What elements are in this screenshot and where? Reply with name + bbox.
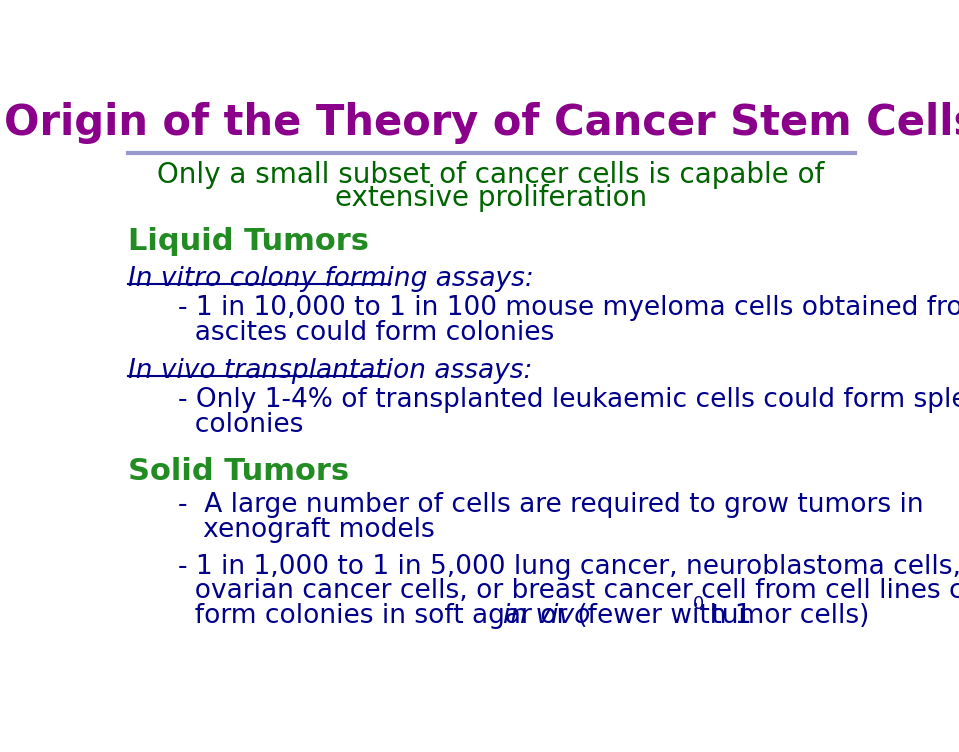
Text: ascites could form colonies: ascites could form colonies xyxy=(178,320,554,346)
Text: Only a small subset of cancer cells is capable of: Only a small subset of cancer cells is c… xyxy=(157,161,825,189)
Text: -  A large number of cells are required to grow tumors in: - A large number of cells are required t… xyxy=(178,492,924,518)
Text: Solid Tumors: Solid Tumors xyxy=(128,456,349,486)
Text: - Only 1-4% of transplanted leukaemic cells could form spleen: - Only 1-4% of transplanted leukaemic ce… xyxy=(178,387,959,414)
Text: - 1 in 1,000 to 1 in 5,000 lung cancer, neuroblastoma cells,: - 1 in 1,000 to 1 in 5,000 lung cancer, … xyxy=(178,553,959,580)
Text: tumor cells): tumor cells) xyxy=(703,603,869,629)
Text: ovarian cancer cells, or breast cancer cell from cell lines can: ovarian cancer cells, or breast cancer c… xyxy=(178,578,959,605)
Text: extensive proliferation: extensive proliferation xyxy=(335,184,647,212)
Text: xenograft models: xenograft models xyxy=(178,517,434,543)
Text: - 1 in 10,000 to 1 in 100 mouse myeloma cells obtained from: - 1 in 10,000 to 1 in 100 mouse myeloma … xyxy=(178,295,959,321)
Text: (fewer with 1: (fewer with 1 xyxy=(570,603,752,629)
Text: in vivo: in vivo xyxy=(503,603,590,629)
Text: 0: 0 xyxy=(693,596,705,614)
Text: Origin of the Theory of Cancer Stem Cells: Origin of the Theory of Cancer Stem Cell… xyxy=(4,102,959,144)
Text: colonies: colonies xyxy=(178,412,303,438)
Text: In vivo transplantation assays:: In vivo transplantation assays: xyxy=(128,358,532,384)
Text: In vitro colony forming assays:: In vitro colony forming assays: xyxy=(128,265,533,292)
Text: form colonies in soft agar or: form colonies in soft agar or xyxy=(178,603,575,629)
Text: Liquid Tumors: Liquid Tumors xyxy=(128,227,368,256)
